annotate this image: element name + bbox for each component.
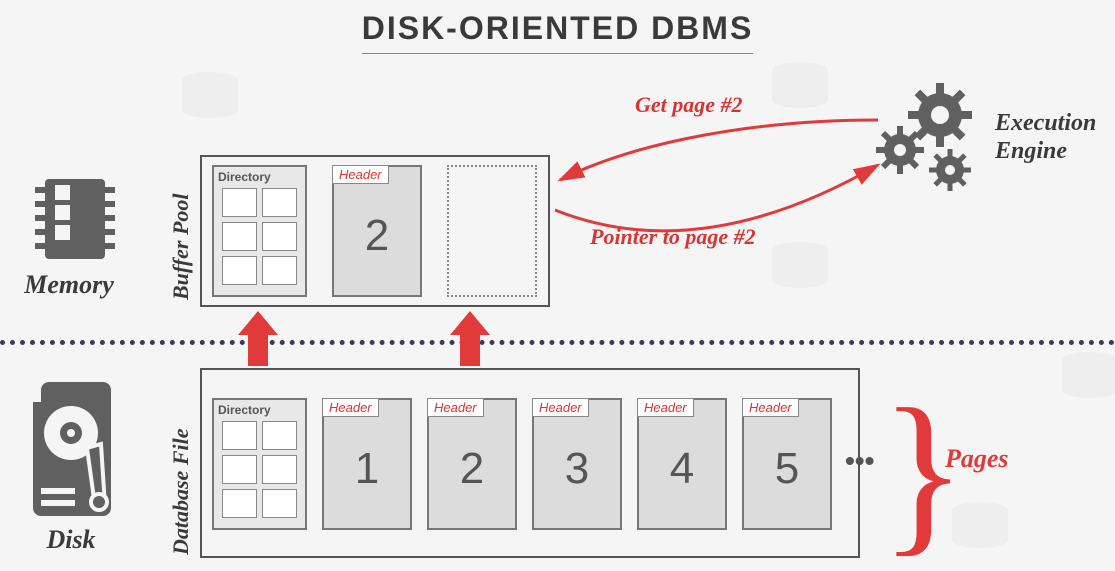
directory-grid [214,185,305,293]
dir-cell [262,188,297,217]
page-header-tag: Header [322,398,379,417]
memory-label: Memory [9,270,129,300]
page-number: 3 [565,444,589,494]
disk-page-1: Header 1 [322,398,412,530]
database-file-label: Database File [168,429,194,556]
buffer-pool-label: Buffer Pool [168,193,194,300]
watermark-db-icon [1060,350,1115,400]
buffer-pool: Directory Header 2 [200,155,550,307]
dir-cell [262,421,297,450]
dir-cell [262,256,297,285]
load-page-arrow [450,311,490,366]
memory-disk-divider [0,340,1115,345]
pointer-label: Pointer to page #2 [590,224,756,250]
directory-title: Directory [214,167,305,185]
directory-title: Directory [214,400,305,418]
page-title: DISK-ORIENTED DBMS [362,10,754,54]
load-directory-arrow [238,311,278,366]
disk-directory: Directory [212,398,307,530]
page-number: 2 [365,211,389,261]
buffer-directory: Directory [212,165,307,297]
dir-cell [222,222,257,251]
page-number: 1 [355,444,379,494]
page-number: 5 [775,444,799,494]
dir-cell [222,256,257,285]
disk-page-2: Header 2 [427,398,517,530]
execution-engine-label: Execution Engine [995,110,1096,165]
page-number: 4 [670,444,694,494]
watermark-db-icon [770,60,830,110]
dir-cell [222,455,257,484]
page-number: 2 [460,444,484,494]
page-header-tag: Header [532,398,589,417]
page-header-tag: Header [427,398,484,417]
disk-icon [33,378,111,518]
pages-label: Pages [945,444,1009,474]
execution-engine-icon [870,80,990,200]
disk-page-4: Header 4 [637,398,727,530]
dir-cell [262,455,297,484]
dir-cell [222,421,257,450]
pages-ellipsis: ••• [845,445,874,477]
disk-label: Disk [36,525,106,555]
page-header-tag: Header [742,398,799,417]
memory-icon [35,175,115,263]
page-header-tag: Header [637,398,694,417]
buffer-empty-slot [447,165,537,297]
directory-grid [214,418,305,526]
dir-cell [222,188,257,217]
dir-cell [262,222,297,251]
disk-page-3: Header 3 [532,398,622,530]
watermark-db-icon [770,240,830,290]
watermark-db-icon [180,70,240,120]
get-page-label: Get page #2 [635,92,743,118]
dir-cell [222,489,257,518]
database-file: Directory Header 1 Header 2 Header 3 Hea… [200,368,860,558]
buffer-page-2: Header 2 [332,165,422,297]
disk-page-5: Header 5 [742,398,832,530]
dir-cell [262,489,297,518]
page-header-tag: Header [332,165,389,184]
